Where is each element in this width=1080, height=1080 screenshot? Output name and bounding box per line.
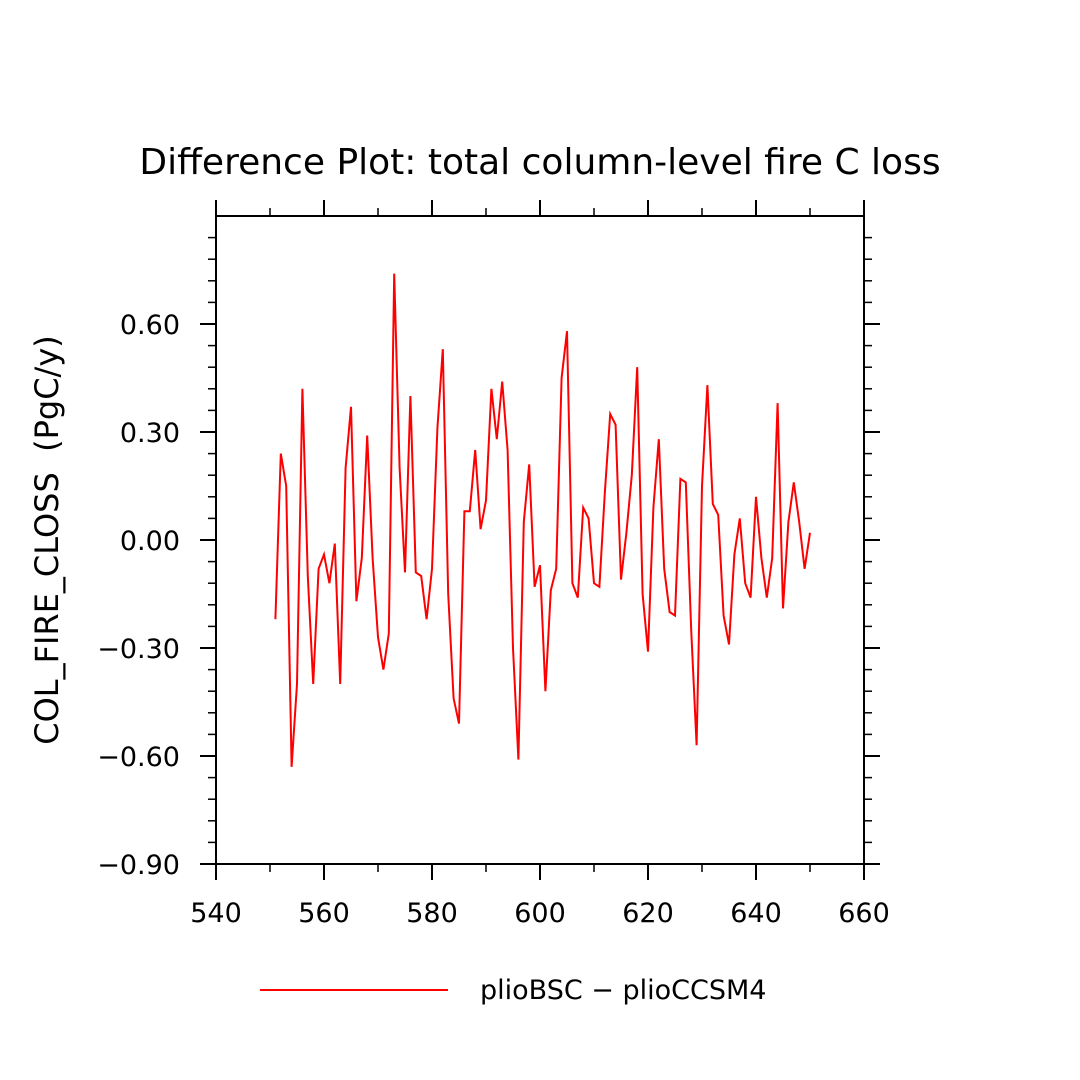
legend-label: plioBSC − plioCCSM4 bbox=[480, 975, 766, 1006]
series-line bbox=[274, 273, 811, 767]
x-tick-label: 600 bbox=[514, 898, 566, 929]
y-axis-label: COL_FIRE_CLOSS (PgC/y) bbox=[28, 335, 66, 744]
plot-axes: 540 560 580 600 620 640 660 −0.90 −0.60 −0.30 0.00… bbox=[97, 200, 890, 929]
x-tick-label: 640 bbox=[730, 898, 782, 929]
series-layer bbox=[274, 273, 811, 767]
x-tick-label: 540 bbox=[190, 898, 242, 929]
plot-frame bbox=[215, 215, 865, 865]
x-tick-label: 660 bbox=[838, 898, 890, 929]
x-tick-label: 580 bbox=[406, 898, 458, 929]
legend: plioBSC − plioCCSM4 bbox=[260, 975, 766, 1006]
x-tick-label: 560 bbox=[298, 898, 350, 929]
y-tick-label: 0.30 bbox=[120, 418, 180, 449]
y-tick-label: −0.90 bbox=[97, 850, 180, 881]
y-tick-label: 0.60 bbox=[120, 310, 180, 341]
chart-title: Difference Plot: total column-level fire… bbox=[139, 142, 940, 183]
y-tick-label: −0.30 bbox=[97, 634, 180, 665]
y-tick-label: −0.60 bbox=[97, 742, 180, 773]
y-tick-label: 0.00 bbox=[120, 526, 180, 557]
x-tick-label: 620 bbox=[622, 898, 674, 929]
